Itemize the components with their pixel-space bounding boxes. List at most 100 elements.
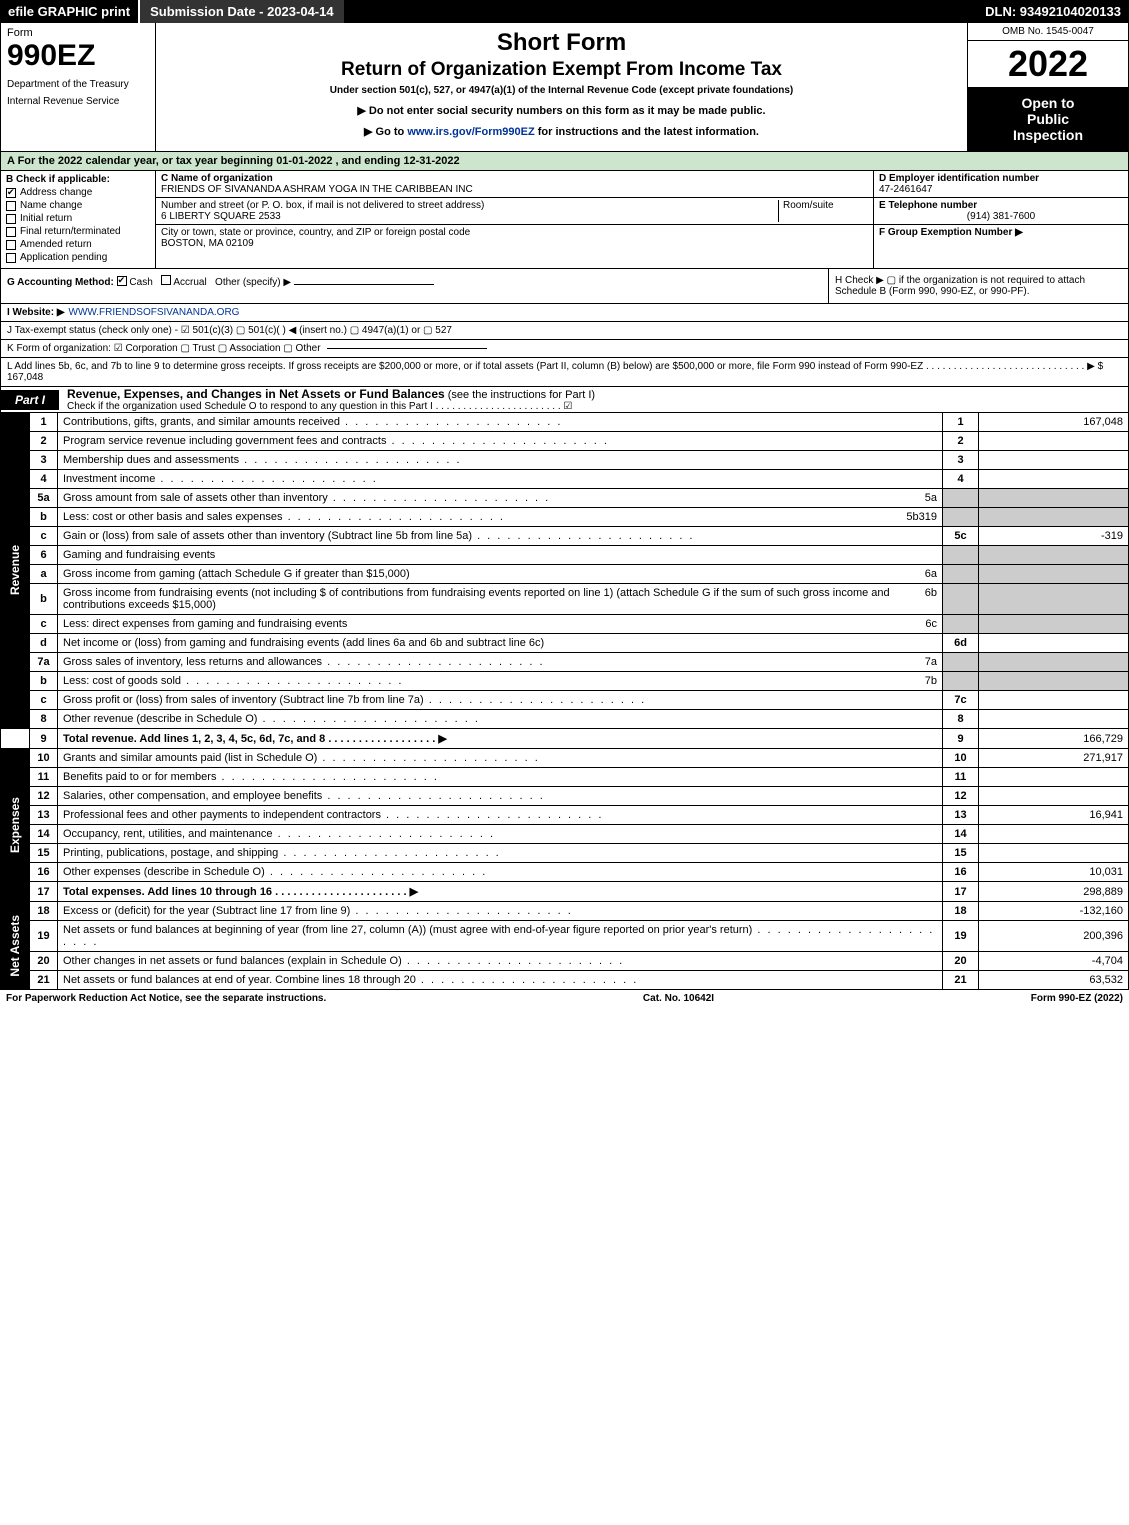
line-numcol bbox=[943, 615, 979, 634]
row-k-blank[interactable] bbox=[327, 348, 487, 349]
line-desc: Professional fees and other payments to … bbox=[58, 806, 943, 825]
line-num: 2 bbox=[30, 432, 58, 451]
line-desc: Other expenses (describe in Schedule O) bbox=[58, 863, 943, 882]
website-link[interactable]: WWW.FRIENDSOFSIVANANDA.ORG bbox=[69, 307, 240, 318]
line-value: -319 bbox=[979, 527, 1129, 546]
line-num: 7a bbox=[30, 653, 58, 672]
checkbox-icon[interactable] bbox=[6, 227, 16, 237]
dln: DLN: 93492104020133 bbox=[977, 0, 1129, 23]
line-desc: Printing, publications, postage, and shi… bbox=[58, 844, 943, 863]
mid-num: 5b bbox=[906, 511, 918, 523]
checkbox-accrual-icon[interactable] bbox=[161, 275, 171, 285]
line-num: 5a bbox=[30, 489, 58, 508]
irs-link[interactable]: www.irs.gov/Form990EZ bbox=[407, 126, 534, 138]
check-application-pending[interactable]: Application pending bbox=[6, 252, 150, 263]
bcdef-block: B Check if applicable: Address change Na… bbox=[0, 171, 1129, 269]
section-def: D Employer identification number 47-2461… bbox=[873, 171, 1128, 268]
line-6d: dNet income or (loss) from gaming and fu… bbox=[1, 634, 1129, 653]
checkbox-icon[interactable] bbox=[6, 201, 16, 211]
phone-row: E Telephone number (914) 381-7600 bbox=[874, 198, 1128, 225]
line-value bbox=[979, 634, 1129, 653]
g-other-blank[interactable] bbox=[294, 284, 434, 285]
org-name-label: C Name of organization bbox=[161, 173, 868, 184]
line-num: 15 bbox=[30, 844, 58, 863]
line-num: b bbox=[30, 584, 58, 615]
line-numcol: 16 bbox=[943, 863, 979, 882]
check-name-change[interactable]: Name change bbox=[6, 200, 150, 211]
line-8: 8Other revenue (describe in Schedule O)8 bbox=[1, 710, 1129, 729]
title-short-form: Short Form bbox=[166, 29, 957, 57]
line-desc: Less: cost of goods sold bbox=[63, 675, 925, 687]
city-value: BOSTON, MA 02109 bbox=[161, 238, 868, 249]
line-num: 3 bbox=[30, 451, 58, 470]
check-final-return[interactable]: Final return/terminated bbox=[6, 226, 150, 237]
efile-label[interactable]: efile GRAPHIC print bbox=[0, 0, 140, 23]
line-value: 298,889 bbox=[979, 882, 1129, 902]
section-b-header: B Check if applicable: bbox=[6, 174, 150, 185]
line-numcol bbox=[943, 653, 979, 672]
part-1-title: Revenue, Expenses, and Changes in Net As… bbox=[59, 387, 445, 401]
mid-num: 7a bbox=[925, 656, 937, 668]
dept-line-2: Internal Revenue Service bbox=[7, 96, 149, 107]
checkbox-icon[interactable] bbox=[6, 253, 16, 263]
line-desc: Salaries, other compensation, and employ… bbox=[58, 787, 943, 806]
line-desc: Gross income from fundraising events (no… bbox=[63, 587, 925, 611]
line-desc-wrap: Gross amount from sale of assets other t… bbox=[58, 489, 943, 508]
line-numcol bbox=[943, 489, 979, 508]
line-20: 20Other changes in net assets or fund ba… bbox=[1, 952, 1129, 971]
line-desc-wrap: Gross income from gaming (attach Schedul… bbox=[58, 565, 943, 584]
org-name: FRIENDS OF SIVANANDA ASHRAM YOGA IN THE … bbox=[161, 184, 868, 195]
netassets-vert-label: Net Assets bbox=[1, 902, 30, 990]
line-desc-wrap: Less: direct expenses from gaming and fu… bbox=[58, 615, 943, 634]
checkbox-icon[interactable] bbox=[6, 188, 16, 198]
checkbox-icon[interactable] bbox=[6, 240, 16, 250]
line-7c: cGross profit or (loss) from sales of in… bbox=[1, 691, 1129, 710]
line-desc: Gross income from gaming (attach Schedul… bbox=[63, 568, 925, 580]
line-1: Revenue 1 Contributions, gifts, grants, … bbox=[1, 413, 1129, 432]
note-ssn: ▶ Do not enter social security numbers o… bbox=[166, 104, 957, 117]
checkbox-icon[interactable] bbox=[6, 214, 16, 224]
footer-mid: Cat. No. 10642I bbox=[643, 993, 714, 1004]
line-7a: 7aGross sales of inventory, less returns… bbox=[1, 653, 1129, 672]
line-num: 12 bbox=[30, 787, 58, 806]
line-6b: bGross income from fundraising events (n… bbox=[1, 584, 1129, 615]
submission-date: Submission Date - 2023-04-14 bbox=[140, 0, 344, 23]
check-initial-return[interactable]: Initial return bbox=[6, 213, 150, 224]
line-numcol: 8 bbox=[943, 710, 979, 729]
line-value bbox=[979, 691, 1129, 710]
line-desc: Gross sales of inventory, less returns a… bbox=[63, 656, 925, 668]
dept-line-1: Department of the Treasury bbox=[7, 79, 149, 90]
line-value: -4,704 bbox=[979, 952, 1129, 971]
line-value bbox=[979, 787, 1129, 806]
line-numcol: 7c bbox=[943, 691, 979, 710]
check-amended-return[interactable]: Amended return bbox=[6, 239, 150, 250]
line-desc: Total expenses. Add lines 10 through 16 … bbox=[58, 882, 943, 902]
check-address-change[interactable]: Address change bbox=[6, 187, 150, 198]
checkbox-cash-icon[interactable] bbox=[117, 276, 127, 286]
line-numcol: 1 bbox=[943, 413, 979, 432]
ein-label: D Employer identification number bbox=[879, 173, 1123, 184]
line-desc: Total revenue. Add lines 1, 2, 3, 4, 5c,… bbox=[58, 729, 943, 749]
addr-value: 6 LIBERTY SQUARE 2533 bbox=[161, 211, 778, 222]
ein-value: 47-2461647 bbox=[879, 184, 1123, 195]
check-label: Amended return bbox=[20, 239, 92, 250]
addr-row: Number and street (or P. O. box, if mail… bbox=[156, 198, 873, 225]
omb-number: OMB No. 1545-0047 bbox=[968, 23, 1128, 41]
section-b: B Check if applicable: Address change Na… bbox=[1, 171, 156, 268]
room-suite-label: Room/suite bbox=[778, 200, 868, 222]
line-desc: Gross amount from sale of assets other t… bbox=[63, 492, 925, 504]
g-other: Other (specify) ▶ bbox=[215, 277, 291, 288]
form-number: 990EZ bbox=[7, 39, 149, 73]
part-1-header: Part I Revenue, Expenses, and Changes in… bbox=[0, 387, 1129, 413]
line-num: 1 bbox=[30, 413, 58, 432]
gh-row: G Accounting Method: Cash Accrual Other … bbox=[0, 269, 1129, 304]
line-numcol: 5c bbox=[943, 527, 979, 546]
part-1-sub: Check if the organization used Schedule … bbox=[59, 401, 1128, 412]
group-exemption-row: F Group Exemption Number ▶ bbox=[874, 225, 1128, 240]
open-to-public: Open to Public Inspection bbox=[968, 87, 1128, 151]
line-7b: bLess: cost of goods sold7b bbox=[1, 672, 1129, 691]
open-line-2: Public bbox=[972, 111, 1124, 127]
open-line-3: Inspection bbox=[972, 127, 1124, 143]
line-value bbox=[979, 653, 1129, 672]
line-6: 6Gaming and fundraising events bbox=[1, 546, 1129, 565]
